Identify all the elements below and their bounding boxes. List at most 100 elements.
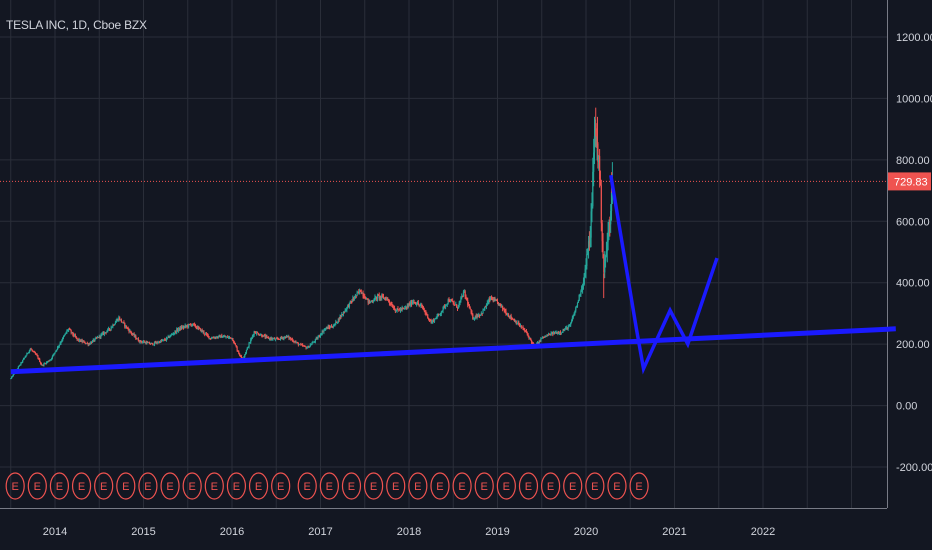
candle-body <box>227 336 229 338</box>
earnings-marker[interactable]: E <box>94 472 114 500</box>
candle-body <box>164 339 166 341</box>
candle-body <box>144 342 146 344</box>
earnings-marker[interactable]: E <box>71 472 92 500</box>
earnings-marker[interactable]: E <box>474 472 494 500</box>
earnings-marker[interactable]: E <box>341 472 362 500</box>
candle-body <box>334 323 336 325</box>
earnings-marker-ring <box>297 472 317 500</box>
candle-body <box>64 333 66 336</box>
earnings-marker[interactable]: E <box>496 472 516 500</box>
earnings-marker[interactable]: E <box>540 472 561 500</box>
candle-body <box>519 325 521 326</box>
candle-body <box>485 305 488 307</box>
earnings-marker[interactable]: E <box>138 472 158 500</box>
candle-body <box>185 325 187 327</box>
candle-body <box>317 337 319 339</box>
candle-body <box>586 253 588 266</box>
candle-body <box>44 363 46 365</box>
candle-body <box>330 326 333 328</box>
candle-body <box>347 305 350 307</box>
earnings-marker[interactable]: E <box>27 472 47 500</box>
earnings-marker[interactable]: E <box>116 472 136 500</box>
candle-body <box>481 313 483 314</box>
earnings-marker[interactable]: E <box>585 472 605 500</box>
earnings-marker[interactable]: E <box>364 472 384 500</box>
candle-body <box>45 362 48 364</box>
last-price-badge <box>888 172 931 191</box>
earnings-marker-ring <box>226 472 247 500</box>
earnings-marker[interactable]: E <box>430 472 450 500</box>
candle-body <box>248 343 250 348</box>
earnings-marker-ring <box>474 472 494 500</box>
candle-body <box>289 338 291 339</box>
earnings-marker-label: E <box>458 481 465 493</box>
candle-body <box>400 308 402 310</box>
candle-body <box>409 303 411 306</box>
earnings-marker-ring <box>629 472 649 500</box>
earnings-marker-ring <box>607 472 627 500</box>
earnings-marker[interactable]: E <box>226 472 247 500</box>
candle-body <box>222 336 225 338</box>
earnings-marker-label: E <box>189 481 196 493</box>
candle-body <box>473 318 475 320</box>
candle-body <box>24 356 26 358</box>
candle-body <box>290 338 292 340</box>
earnings-marker-ring <box>248 472 269 500</box>
earnings-marker[interactable]: E <box>182 472 202 500</box>
candle-body <box>70 330 72 333</box>
earnings-marker[interactable]: E <box>607 472 627 500</box>
candle-body <box>256 332 258 334</box>
candle-body <box>488 298 490 302</box>
candle-body <box>514 320 516 322</box>
candle-body <box>110 327 112 330</box>
candle-body <box>322 331 324 333</box>
earnings-marker-ring <box>496 472 516 500</box>
earnings-marker[interactable]: E <box>518 472 539 500</box>
earnings-marker[interactable]: E <box>49 472 70 500</box>
candle-body <box>130 330 132 333</box>
candle-body <box>194 324 197 327</box>
earnings-marker[interactable]: E <box>408 472 428 500</box>
candle-body <box>610 192 613 211</box>
candle-body <box>273 338 276 340</box>
earnings-marker[interactable]: E <box>297 472 317 500</box>
candle-body <box>562 330 564 333</box>
candle-body <box>151 343 153 345</box>
earnings-marker[interactable]: E <box>319 472 339 500</box>
candle-body <box>398 309 400 311</box>
candle-body <box>89 343 91 345</box>
support-trendline[interactable] <box>10 326 896 375</box>
earnings-marker[interactable]: E <box>386 472 406 500</box>
candle-body <box>467 300 469 305</box>
candle-body <box>28 352 30 354</box>
earnings-marker[interactable]: E <box>5 472 25 500</box>
candle-body <box>544 336 546 338</box>
projection-path[interactable] <box>609 174 719 375</box>
candle-body <box>345 309 347 311</box>
candle-body <box>258 334 260 336</box>
candle-body <box>376 295 379 299</box>
earnings-marker[interactable]: E <box>629 472 649 500</box>
candle-body <box>199 328 202 332</box>
earnings-marker[interactable]: E <box>563 472 583 500</box>
candle-body <box>507 314 510 317</box>
earnings-marker[interactable]: E <box>160 472 180 500</box>
time-axis-label: 2021 <box>662 526 686 538</box>
candle-body <box>589 237 591 247</box>
candle-body <box>276 338 278 340</box>
candle-body <box>416 304 418 306</box>
candle-body <box>583 273 585 285</box>
earnings-marker[interactable]: E <box>452 472 472 500</box>
candle-body <box>33 351 35 353</box>
candle-body <box>554 332 556 334</box>
candle-body <box>482 309 484 314</box>
candle-body <box>205 333 207 335</box>
candle-body <box>342 313 344 315</box>
earnings-marker[interactable]: E <box>204 472 224 500</box>
earnings-marker[interactable]: E <box>271 472 291 500</box>
candle-body <box>112 324 114 327</box>
candle-body <box>347 305 349 307</box>
earnings-marker[interactable]: E <box>248 472 269 500</box>
